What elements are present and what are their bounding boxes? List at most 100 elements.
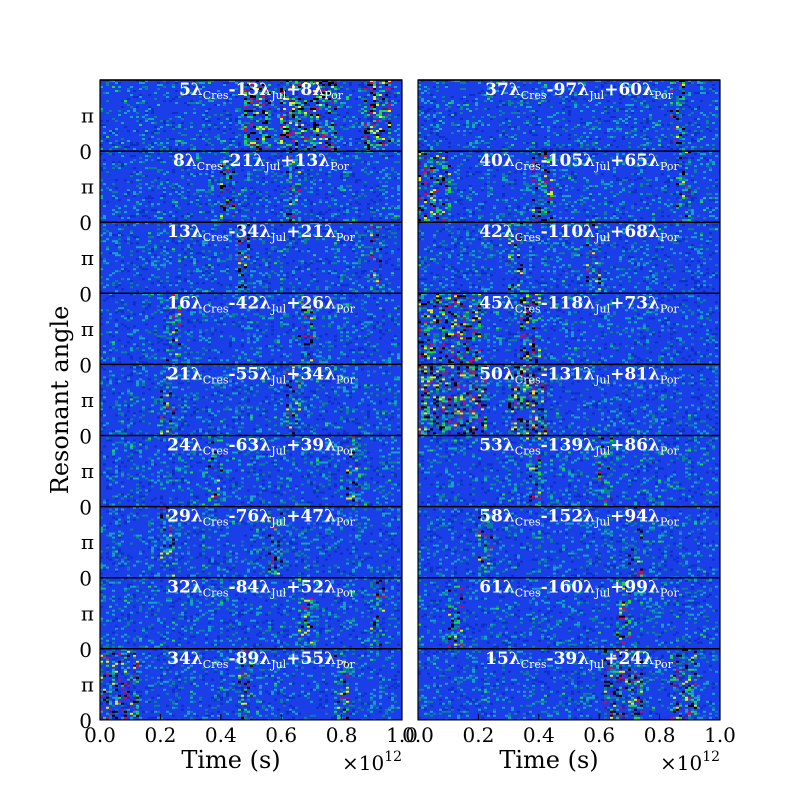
heatmap-cell bbox=[289, 209, 292, 212]
heatmap-cell bbox=[169, 418, 172, 421]
heatmap-cell bbox=[313, 333, 316, 336]
heatmap-cell bbox=[343, 151, 346, 154]
heatmap-cell bbox=[163, 246, 166, 249]
heatmap-cell bbox=[397, 114, 400, 116]
heatmap-cell bbox=[145, 205, 148, 208]
heatmap-cell bbox=[112, 347, 115, 350]
heatmap-cell bbox=[355, 244, 358, 247]
heatmap-cell bbox=[334, 242, 337, 245]
heatmap-cell bbox=[175, 408, 178, 411]
heatmap-cell bbox=[364, 301, 367, 304]
heatmap-cell bbox=[256, 84, 259, 86]
heatmap-cell bbox=[118, 432, 121, 435]
heatmap-cell bbox=[388, 412, 391, 415]
heatmap-cell bbox=[115, 240, 118, 243]
heatmap-cell bbox=[115, 140, 118, 142]
heatmap-cell bbox=[202, 189, 205, 192]
heatmap-cell bbox=[187, 203, 190, 206]
heatmap-cell bbox=[397, 353, 400, 356]
heatmap-cell bbox=[379, 286, 382, 289]
heatmap-cell bbox=[163, 416, 166, 419]
heatmap-cell bbox=[238, 122, 241, 124]
heatmap-cell bbox=[322, 86, 325, 88]
heatmap-cell bbox=[289, 104, 292, 106]
heatmap-cell bbox=[292, 329, 295, 332]
heatmap-cell bbox=[340, 173, 343, 176]
heatmap-cell bbox=[223, 384, 226, 387]
heatmap-cell bbox=[301, 321, 304, 324]
heatmap-cell bbox=[115, 311, 118, 314]
heatmap-cell bbox=[307, 364, 310, 367]
heatmap-cell bbox=[250, 142, 253, 144]
heatmap-cell bbox=[187, 361, 190, 364]
heatmap-cell bbox=[106, 479, 109, 482]
heatmap-cell bbox=[250, 146, 253, 148]
heatmap-cell bbox=[142, 353, 145, 356]
heatmap-cell bbox=[373, 361, 376, 364]
heatmap-cell bbox=[163, 122, 166, 124]
heatmap-cell bbox=[289, 396, 292, 399]
heatmap-cell bbox=[397, 414, 400, 417]
heatmap-cell bbox=[283, 353, 286, 356]
heatmap-cell bbox=[394, 96, 397, 98]
heatmap-cell bbox=[229, 183, 232, 186]
heatmap-cell bbox=[220, 140, 223, 142]
heatmap-cell bbox=[340, 416, 343, 419]
heatmap-cell bbox=[373, 92, 376, 94]
heatmap-cell bbox=[142, 355, 145, 358]
heatmap-cell bbox=[316, 388, 319, 391]
heatmap-cell bbox=[301, 177, 304, 180]
heatmap-cell bbox=[385, 244, 388, 247]
heatmap-cell bbox=[193, 80, 196, 82]
heatmap-cell bbox=[265, 284, 268, 287]
heatmap-cell bbox=[157, 280, 160, 283]
heatmap-cell bbox=[313, 331, 316, 334]
heatmap-cell bbox=[256, 169, 259, 172]
heatmap-cell bbox=[352, 361, 355, 364]
heatmap-cell bbox=[121, 315, 124, 318]
heatmap-cell bbox=[181, 118, 184, 120]
heatmap-cell bbox=[118, 408, 121, 411]
heatmap-cell bbox=[274, 213, 277, 216]
heatmap-cell bbox=[265, 366, 268, 369]
heatmap-cell bbox=[154, 402, 157, 405]
heatmap-cell bbox=[226, 209, 229, 212]
heatmap-cell bbox=[367, 412, 370, 415]
heatmap-cell bbox=[298, 266, 301, 269]
heatmap-cell bbox=[121, 392, 124, 395]
heatmap-cell bbox=[181, 258, 184, 261]
heatmap-cell bbox=[103, 232, 106, 235]
heatmap-cell bbox=[106, 284, 109, 287]
heatmap-cell bbox=[235, 236, 238, 239]
heatmap-cell bbox=[262, 274, 265, 277]
heatmap-cell bbox=[352, 116, 355, 118]
heatmap-cell bbox=[166, 406, 169, 409]
heatmap-cell bbox=[352, 390, 355, 393]
heatmap-cell bbox=[262, 260, 265, 263]
heatmap-cell bbox=[247, 341, 250, 344]
heatmap-cell bbox=[295, 416, 298, 419]
heatmap-cell bbox=[175, 337, 178, 340]
heatmap-cell bbox=[223, 323, 226, 326]
heatmap-cell bbox=[241, 325, 244, 328]
heatmap-cell bbox=[136, 347, 139, 350]
heatmap-cell bbox=[175, 126, 178, 128]
heatmap-cell bbox=[346, 96, 349, 98]
heatmap-cell bbox=[358, 203, 361, 206]
heatmap-cell bbox=[364, 136, 367, 138]
heatmap-cell bbox=[259, 280, 262, 283]
heatmap-cell bbox=[208, 250, 211, 253]
heatmap-cell bbox=[250, 325, 253, 328]
heatmap-cell bbox=[331, 159, 334, 162]
heatmap-cell bbox=[235, 364, 238, 367]
heatmap-cell bbox=[298, 136, 301, 138]
heatmap-cell bbox=[367, 396, 370, 399]
heatmap-cell bbox=[226, 219, 229, 222]
heatmap-cell bbox=[109, 406, 112, 409]
heatmap-cell bbox=[307, 321, 310, 324]
heatmap-cell bbox=[223, 315, 226, 318]
heatmap-cell bbox=[283, 165, 286, 168]
heatmap-cell bbox=[304, 151, 307, 154]
heatmap-cell bbox=[124, 205, 127, 208]
heatmap-cell bbox=[346, 394, 349, 397]
